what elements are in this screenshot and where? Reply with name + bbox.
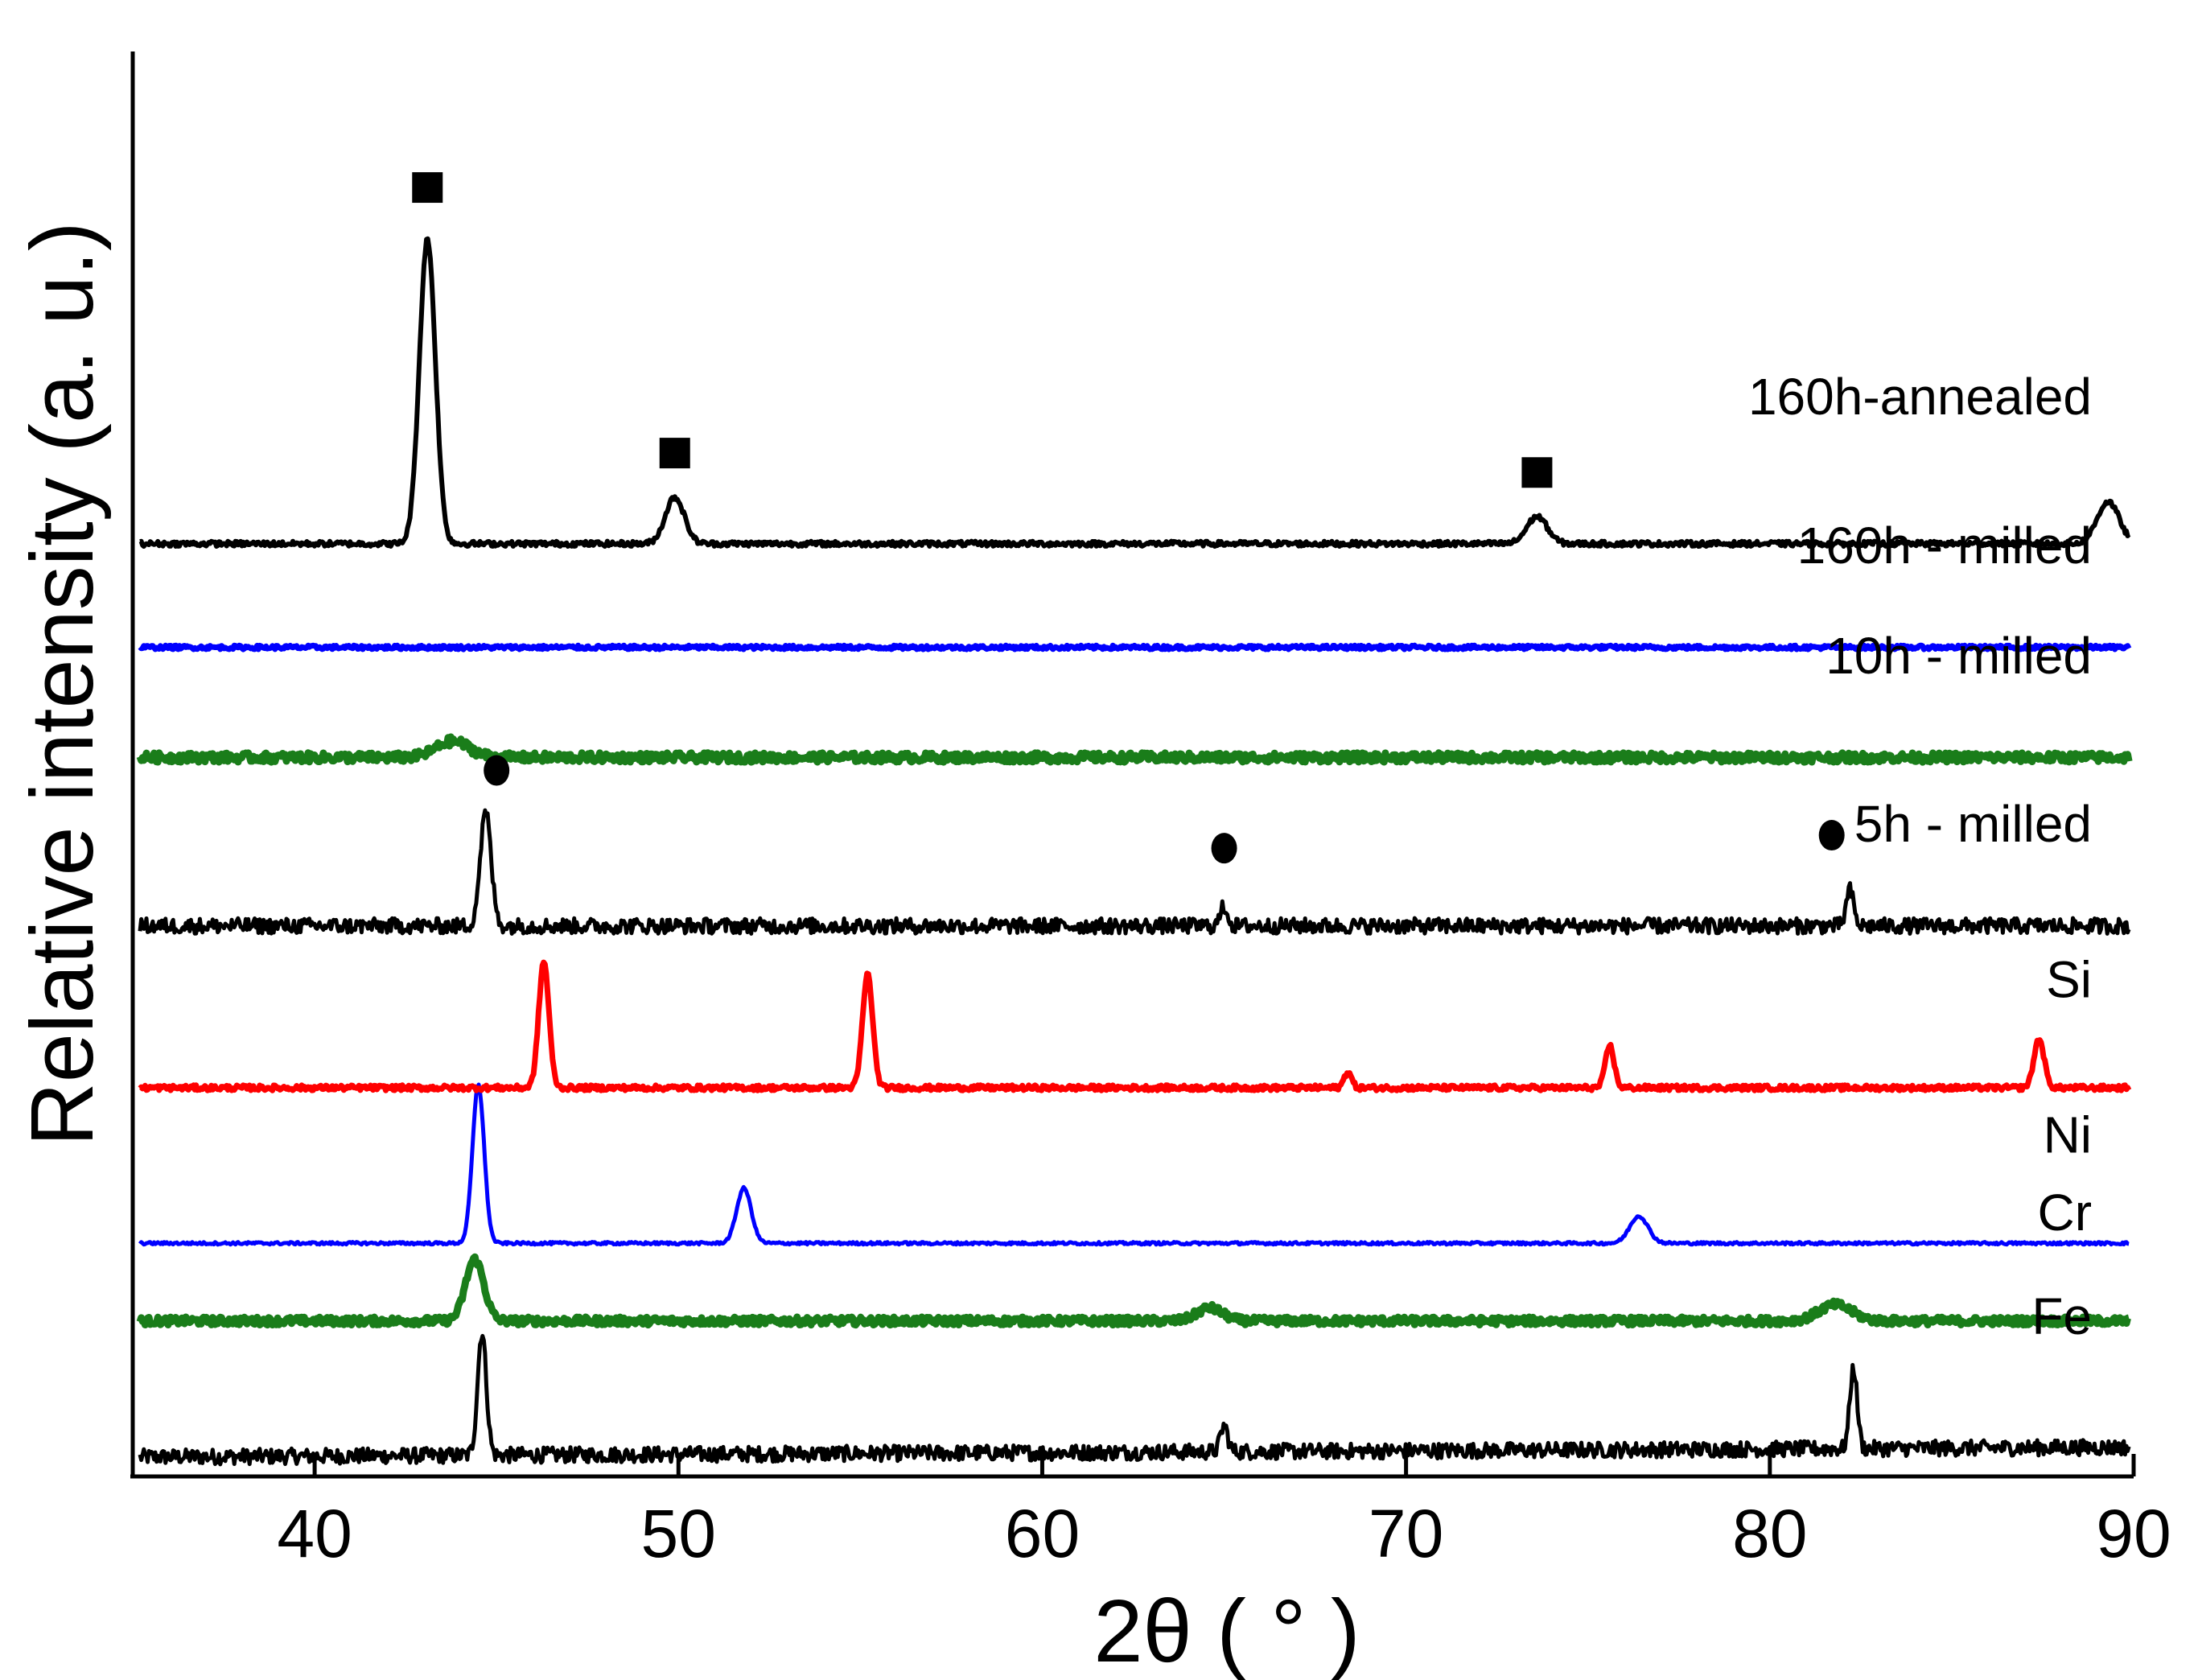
series-label-fe: Fe [2031,1287,2092,1345]
series-labels: Fe Cr Ni Si 5h - milled 10h - milled 160h - mi… [1748,368,2092,1345]
series-line-10h---milled [136,733,2133,766]
circle-marker-4 [1211,833,1237,864]
series-label-160h-annealed: 160h-annealed [1748,368,2092,426]
series-line-160h---milled [138,642,2132,653]
series-label-10h---milled: 10h - milled [1825,627,2092,685]
circle-marker-5 [1818,820,1845,851]
series-label-si: Si [2046,950,2092,1008]
square-marker-1 [659,438,690,469]
series-label-5h---milled: 5h - milled [1854,795,2092,853]
series-line-cr [136,1253,2131,1329]
series-label-cr: Cr [2037,1184,2092,1241]
x-tick-label-70: 70 [1369,1496,1443,1571]
square-marker-2 [1521,457,1553,488]
series-label-ni: Ni [2044,1106,2092,1164]
plot-area [136,236,2133,1467]
circle-marker-3 [484,755,510,786]
series-line-fe [138,1333,2131,1467]
x-tick-label-80: 80 [1732,1496,1807,1571]
axes [130,51,2134,1479]
x-tick-label-90: 90 [2096,1496,2171,1571]
x-ticks: 40 50 60 70 80 90 [277,1454,2171,1571]
square-marker-0 [412,172,443,204]
peak-markers [412,172,1845,864]
y-axis-title: Relative intensity (a. u.) [13,221,112,1146]
series-line-si [138,959,2132,1093]
x-tick-label-50: 50 [641,1496,716,1571]
series-line-ni [138,1082,2130,1247]
x-tick-label-60: 60 [1005,1496,1080,1571]
series-label-160h---milled: 160h - milled [1797,517,2092,574]
series-line-5h---milled [138,808,2131,936]
series-line-160h-annealed [138,236,2131,549]
x-axis-title: 2θ ( ° ) [1093,1582,1360,1680]
x-tick-label-40: 40 [277,1496,352,1571]
